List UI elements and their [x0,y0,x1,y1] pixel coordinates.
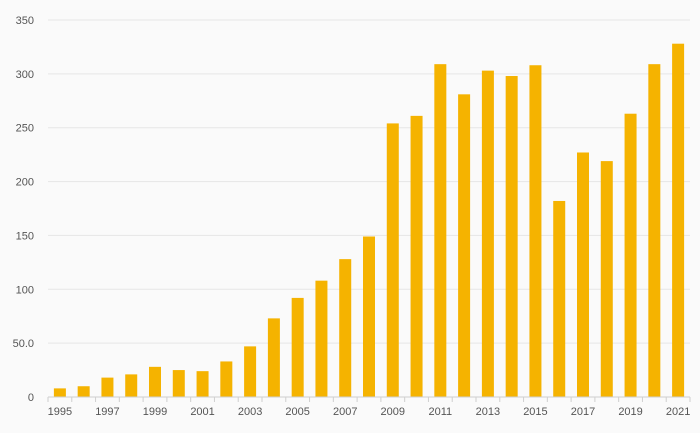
bar-2002[interactable] [220,361,233,397]
y-tick-label: 200 [16,177,34,189]
x-axis-labels: 1995 1997 1999 2001 2003 2005 2007 2009 2011 2013… [48,406,691,418]
bar-2013[interactable] [481,70,494,397]
bar-2015[interactable] [529,65,542,398]
x-tick-label: 1999 [143,406,167,418]
x-tick-label: 2015 [523,406,547,418]
bar-2021[interactable] [672,43,685,397]
bar-2004[interactable] [267,318,280,397]
bar-2019[interactable] [624,113,637,398]
bar-1999[interactable] [149,366,161,397]
bar-2012[interactable] [458,94,471,397]
x-tick-label: 2019 [618,406,642,418]
x-tick-label: 2003 [238,406,262,418]
bar-2011[interactable] [434,64,447,397]
bar-2016[interactable] [553,200,566,397]
x-tick-label: 1995 [48,406,72,418]
bar-2008[interactable] [363,236,375,397]
x-tick-label: 2013 [476,406,500,418]
x-tick-label: 2021 [666,406,690,418]
y-tick-label: 150 [16,230,34,242]
bar-2006[interactable] [315,280,328,397]
bar-2003[interactable] [244,346,257,397]
bars-layer [53,43,685,398]
bar-1997[interactable] [101,377,114,397]
y-axis-labels: 0 50.0 100 150 200 250 300 350 [13,15,34,404]
x-tick-label: 2007 [333,406,357,418]
bar-1995[interactable] [53,388,66,397]
x-tick-label: 2001 [190,406,214,418]
axis-layer [47,396,691,402]
bar-1998[interactable] [125,374,138,397]
x-tick-label: 2017 [571,406,595,418]
bar-2009[interactable] [386,123,399,397]
y-tick-label: 350 [16,15,34,27]
bar-2014[interactable] [505,76,518,397]
bar-2001[interactable] [196,371,209,397]
y-tick-label: 0 [28,392,34,404]
y-tick-label: 50.0 [13,338,34,350]
grid-layer [48,19,690,344]
x-tick-label: 1997 [95,406,119,418]
bar-2017[interactable] [577,152,589,397]
bar-2018[interactable] [600,161,613,397]
bar-2005[interactable] [291,297,304,397]
bar-1996[interactable] [77,386,90,397]
bar-2007[interactable] [339,259,352,397]
y-tick-label: 250 [16,123,34,135]
bar-2020[interactable] [648,64,661,397]
bar-2010[interactable] [410,115,423,398]
y-tick-label: 300 [16,69,34,81]
y-tick-label: 100 [16,284,34,296]
x-tick-label: 2005 [285,406,309,418]
x-tick-label: 2009 [381,406,405,418]
x-tick-label: 2011 [429,406,453,418]
bar-2000[interactable] [172,370,185,397]
